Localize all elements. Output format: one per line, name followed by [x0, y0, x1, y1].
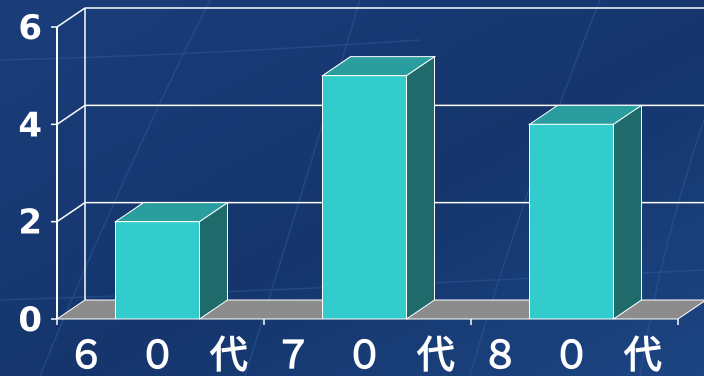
bar-front: [529, 123, 614, 320]
bar-side: [406, 55, 435, 320]
bar-side: [199, 201, 228, 320]
bars: [113, 55, 644, 320]
y-tick-label: 2: [18, 203, 42, 243]
bar-front: [115, 221, 200, 320]
gridline-diagonal: [56, 202, 86, 223]
bar-1: [113, 201, 230, 320]
y-tick-label: 4: [18, 105, 42, 145]
y-tick-label: 6: [18, 8, 42, 48]
x-category-label: ６ ０ 代: [67, 333, 257, 376]
axes: [51, 26, 679, 325]
gridline-diagonal: [56, 104, 86, 125]
bar-front: [322, 75, 407, 320]
y-tick-label: 0: [18, 300, 42, 340]
labels: 0 2 4 6 ６ ０ 代 ７ ０ 代 ８ ０ 代: [18, 8, 671, 376]
gridline-diagonal: [56, 7, 86, 28]
x-category-label: ８ ０ 代: [481, 333, 671, 376]
bar-2: [320, 55, 437, 320]
x-category-label: ７ ０ 代: [274, 333, 464, 376]
bar-side: [613, 104, 642, 320]
bar-3: [527, 104, 644, 320]
